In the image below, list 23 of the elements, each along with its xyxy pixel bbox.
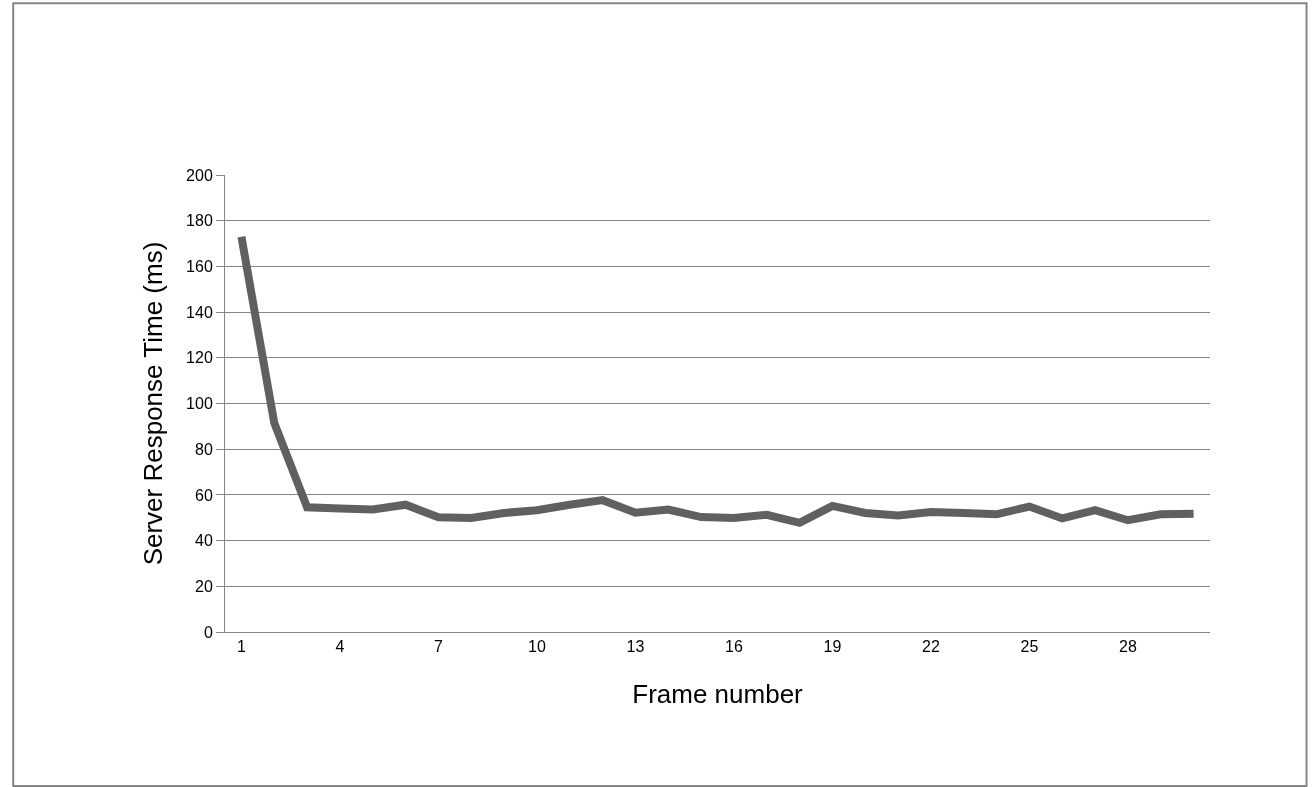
y-tick-label: 60 (195, 486, 213, 504)
y-tick-label: 200 (186, 166, 213, 184)
y-tick-label: 160 (186, 258, 213, 275)
x-tick-label: 22 (922, 638, 940, 656)
y-tick-label: 40 (195, 532, 213, 550)
x-tick-label: 10 (528, 638, 546, 656)
x-tick-label: 13 (626, 638, 645, 656)
x-tick-label: 7 (433, 638, 443, 656)
y-tick-label: 140 (186, 303, 213, 321)
x-tick-label: 4 (335, 638, 345, 656)
x-tick-label: 19 (823, 638, 842, 656)
x-axis-title: Frame number (632, 678, 804, 709)
y-tick-label: 80 (195, 440, 213, 458)
x-tick-label: 25 (1020, 638, 1039, 656)
x-tick-label: 1 (236, 638, 246, 656)
y-tick-label: 0 (203, 623, 213, 641)
x-tick-label: 28 (1119, 638, 1137, 656)
x-tick-label: 16 (725, 638, 743, 656)
y-tick-label: 20 (195, 577, 213, 595)
y-tick-label: 180 (186, 212, 213, 230)
y-tick-label: 100 (186, 395, 213, 413)
y-axis-title: Server Response Time (ms) (138, 241, 169, 566)
y-tick-label: 120 (186, 349, 213, 367)
